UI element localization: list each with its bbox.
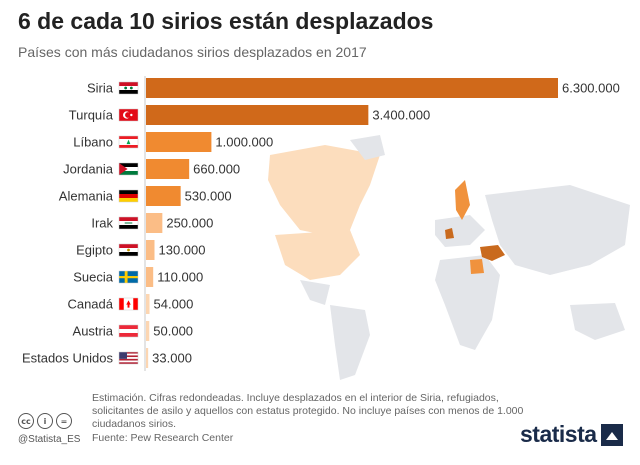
source-text: Fuente: Pew Research Center (92, 432, 234, 444)
bar (146, 240, 155, 260)
footnote: Estimación. Cifras redondeadas. Incluye … (92, 392, 524, 430)
value-label: 110.000 (157, 270, 203, 285)
bar (146, 186, 181, 206)
value-label: 3.400.000 (372, 108, 430, 123)
canada-flag-icon (118, 297, 139, 311)
bar (146, 321, 150, 341)
bar (146, 348, 149, 368)
usa-flag-icon (118, 351, 139, 365)
austria-flag-icon (118, 324, 139, 338)
statista-logo[interactable]: statista (520, 421, 623, 448)
by-icon: i (37, 413, 53, 429)
value-label: 6.300.000 (562, 81, 620, 96)
category-label: Suecia (73, 270, 114, 285)
bar (146, 132, 212, 152)
sweden-flag-icon (118, 270, 139, 284)
lebanon-flag-icon (118, 135, 139, 149)
category-label: Estados Unidos (22, 351, 114, 366)
cc-icon: cc (18, 413, 34, 429)
turkey-flag-icon (118, 108, 139, 122)
jordan-flag-icon (118, 162, 139, 176)
category-label: Líbano (73, 135, 113, 150)
syria-flag-icon (118, 81, 139, 95)
chart-subtitle: Países con más ciudadanos sirios desplaz… (18, 44, 367, 60)
egypt-flag-icon (118, 243, 139, 257)
social-handle: @Statista_ES (18, 434, 81, 445)
category-label: Siria (87, 81, 114, 96)
category-label: Jordania (63, 162, 114, 177)
category-label: Alemania (59, 189, 114, 204)
bar (146, 294, 150, 314)
category-label: Austria (73, 324, 114, 339)
brand-wordmark: statista (520, 421, 597, 447)
value-label: 54.000 (154, 297, 194, 312)
germany-flag-icon (118, 189, 139, 203)
category-label: Egipto (76, 243, 113, 258)
value-label: 33.000 (152, 351, 192, 366)
equals-icon: = (56, 413, 72, 429)
bar-chart: Siria 6.300.000 Turquía 3.400.000 Líbano 1.00… (22, 76, 620, 371)
world-map-icon (268, 135, 630, 380)
chart-title: 6 de cada 10 sirios están desplazados (18, 8, 434, 34)
iraq-flag-icon (118, 216, 139, 230)
value-label: 250.000 (166, 216, 213, 231)
bar (146, 105, 369, 125)
category-label: Irak (91, 216, 113, 231)
bar (146, 267, 154, 287)
category-label: Canadá (67, 297, 113, 312)
category-label: Turquía (69, 108, 114, 123)
license-icons: cc i = (18, 413, 72, 429)
bar (146, 213, 163, 233)
value-label: 50.000 (153, 324, 193, 339)
value-label: 130.000 (159, 243, 206, 258)
statista-mark-icon (600, 423, 623, 446)
bar (146, 78, 558, 98)
bar (146, 159, 190, 179)
value-label: 530.000 (185, 189, 232, 204)
value-label: 1.000.000 (215, 135, 273, 150)
value-label: 660.000 (193, 162, 240, 177)
